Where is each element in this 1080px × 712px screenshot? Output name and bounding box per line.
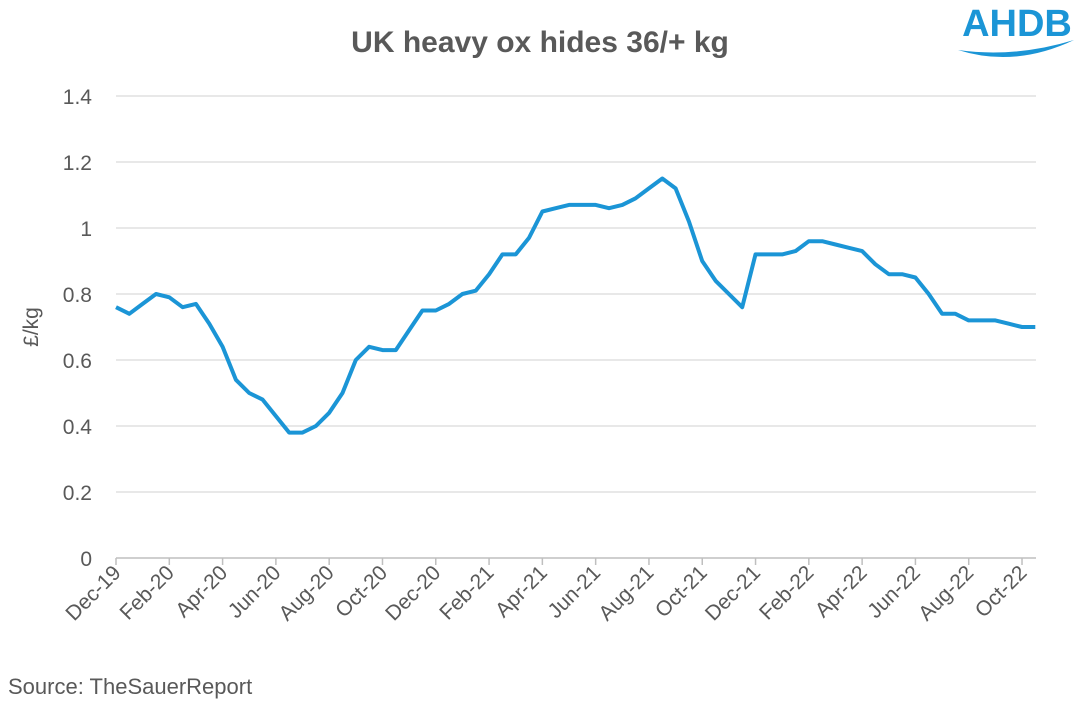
- source: Source: TheSauerReport: [8, 674, 252, 699]
- x-tick-label: Feb-21: [435, 561, 498, 624]
- x-tick-label: Feb-20: [116, 561, 179, 624]
- x-tick-label: Dec-20: [381, 561, 445, 625]
- y-tick-label: 0.4: [63, 416, 93, 439]
- x-tick-label: Aug-22: [914, 561, 978, 625]
- x-tick-label: Aug-20: [275, 561, 339, 625]
- chart-title: UK heavy ox hides 36/+ kg: [351, 26, 729, 59]
- x-tick-label: Oct-22: [971, 561, 1032, 622]
- x-tick-label: Dec-21: [701, 561, 765, 625]
- y-tick-label: 1.4: [63, 86, 93, 109]
- x-tick-label: Aug-21: [594, 561, 658, 625]
- x-tick-label: Oct-20: [331, 561, 392, 622]
- y-axis-label: £/kg: [20, 307, 43, 347]
- y-tick-label: 1.2: [63, 152, 92, 175]
- x-tick-label: Apr-22: [811, 561, 872, 622]
- logo-text: AHDB: [962, 3, 1072, 45]
- logo-swoosh: [958, 40, 1074, 58]
- x-tick-label: Oct-21: [651, 561, 712, 622]
- logo: AHDB: [958, 3, 1074, 58]
- line-series: [115, 176, 1036, 435]
- x-tick-label: Jun-21: [544, 561, 606, 623]
- x-tick-label: Jun-20: [224, 561, 286, 623]
- x-tick-label: Dec-19: [61, 561, 125, 625]
- y-tick-label: 0.6: [63, 350, 92, 373]
- x-tick-label: Jun-22: [863, 561, 925, 623]
- y-tick-label: 1: [80, 218, 92, 241]
- x-tick-label: Feb-22: [755, 561, 818, 624]
- x-tick-label: Apr-20: [171, 561, 232, 622]
- x-tick-label: Apr-21: [491, 561, 552, 622]
- y-tick-label: 0: [80, 548, 92, 571]
- y-tick-label: 0.2: [63, 482, 92, 505]
- y-tick-label: 0.8: [63, 284, 92, 307]
